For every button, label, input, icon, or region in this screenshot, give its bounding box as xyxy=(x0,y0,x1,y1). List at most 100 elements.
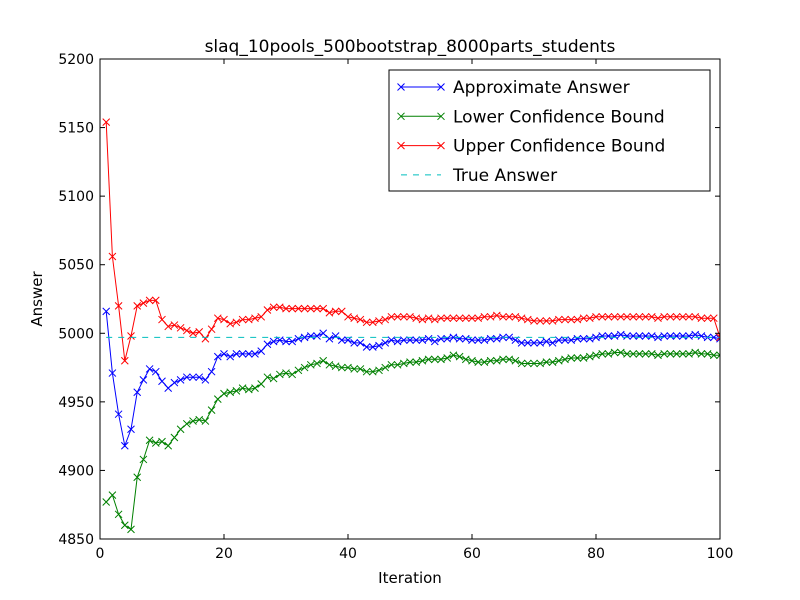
data-point xyxy=(393,312,402,321)
data-point xyxy=(610,332,619,340)
data-point xyxy=(387,360,396,369)
data-point xyxy=(145,296,154,305)
data-point xyxy=(189,329,197,338)
data-point xyxy=(629,312,638,321)
data-point xyxy=(331,307,340,316)
data-point xyxy=(306,360,315,369)
data-point xyxy=(350,339,359,347)
data-point xyxy=(716,333,720,342)
data-point xyxy=(331,362,340,371)
data-point xyxy=(158,315,166,324)
data-point xyxy=(486,356,495,365)
data-point xyxy=(282,369,290,377)
data-point xyxy=(176,425,185,434)
data-point xyxy=(108,252,117,261)
data-point xyxy=(406,312,414,321)
data-point xyxy=(133,302,142,310)
data-point xyxy=(399,336,408,344)
data-point xyxy=(499,355,507,364)
data-point xyxy=(244,350,253,358)
data-point xyxy=(269,337,278,346)
data-point xyxy=(430,315,439,324)
data-point xyxy=(306,304,315,313)
data-point xyxy=(647,312,656,321)
data-point xyxy=(195,373,204,382)
data-point xyxy=(530,317,538,325)
data-point xyxy=(542,358,551,366)
data-point xyxy=(536,339,545,347)
data-point xyxy=(703,350,712,358)
data-point xyxy=(604,350,613,358)
data-point xyxy=(709,351,718,360)
data-point xyxy=(523,315,532,324)
data-point xyxy=(288,370,297,379)
data-point xyxy=(294,366,303,375)
data-point xyxy=(505,312,514,321)
data-point xyxy=(170,321,179,329)
data-point xyxy=(716,351,720,360)
data-point xyxy=(691,348,700,357)
data-point xyxy=(635,332,644,340)
data-point xyxy=(151,367,160,376)
data-point xyxy=(554,315,563,324)
data-point xyxy=(709,333,718,342)
data-point xyxy=(244,315,253,324)
y-tick-label: 5100 xyxy=(58,189,94,205)
data-point xyxy=(151,296,160,305)
data-point xyxy=(666,350,675,358)
data-point xyxy=(542,317,551,325)
data-point xyxy=(393,337,402,346)
data-point xyxy=(306,332,315,340)
y-tick-label: 4950 xyxy=(58,395,94,411)
data-point xyxy=(350,365,359,373)
data-point xyxy=(319,356,328,365)
legend-marker xyxy=(397,83,405,91)
data-point xyxy=(356,339,365,347)
data-point xyxy=(139,455,148,464)
data-point xyxy=(133,388,142,397)
data-point xyxy=(437,334,445,343)
data-point xyxy=(623,332,631,340)
data-point xyxy=(623,312,631,321)
series-line xyxy=(105,311,720,448)
data-point xyxy=(536,359,545,368)
data-point xyxy=(294,304,303,313)
data-point xyxy=(120,521,129,530)
data-point xyxy=(263,306,272,314)
data-point xyxy=(275,303,284,312)
data-point xyxy=(201,417,210,425)
data-point xyxy=(399,359,408,368)
data-point xyxy=(269,303,278,312)
data-point xyxy=(356,365,365,373)
data-point xyxy=(344,363,352,372)
data-point xyxy=(511,312,520,321)
legend-box xyxy=(388,69,711,192)
y-tick-label: 5200 xyxy=(58,52,94,68)
data-point xyxy=(319,329,328,338)
data-point xyxy=(288,304,297,313)
data-point xyxy=(133,473,142,482)
data-point xyxy=(145,365,154,373)
data-point xyxy=(654,351,662,360)
data-point xyxy=(263,373,272,382)
data-point xyxy=(368,318,377,327)
data-point xyxy=(114,302,123,310)
data-point xyxy=(244,385,253,394)
data-point xyxy=(406,358,414,366)
data-point xyxy=(585,334,594,343)
data-point xyxy=(164,441,173,450)
data-point xyxy=(592,333,600,342)
data-point xyxy=(610,312,619,321)
data-point xyxy=(604,332,613,340)
data-point xyxy=(517,314,526,323)
data-point xyxy=(455,334,464,343)
data-point xyxy=(368,367,377,376)
data-point xyxy=(598,332,607,340)
series-line xyxy=(105,351,720,531)
chart-title: slaq_10pools_500bootstrap_8000parts_stud… xyxy=(205,37,616,57)
data-point xyxy=(387,312,396,321)
data-point xyxy=(666,332,675,340)
data-point xyxy=(158,437,166,446)
data-point xyxy=(616,348,625,357)
